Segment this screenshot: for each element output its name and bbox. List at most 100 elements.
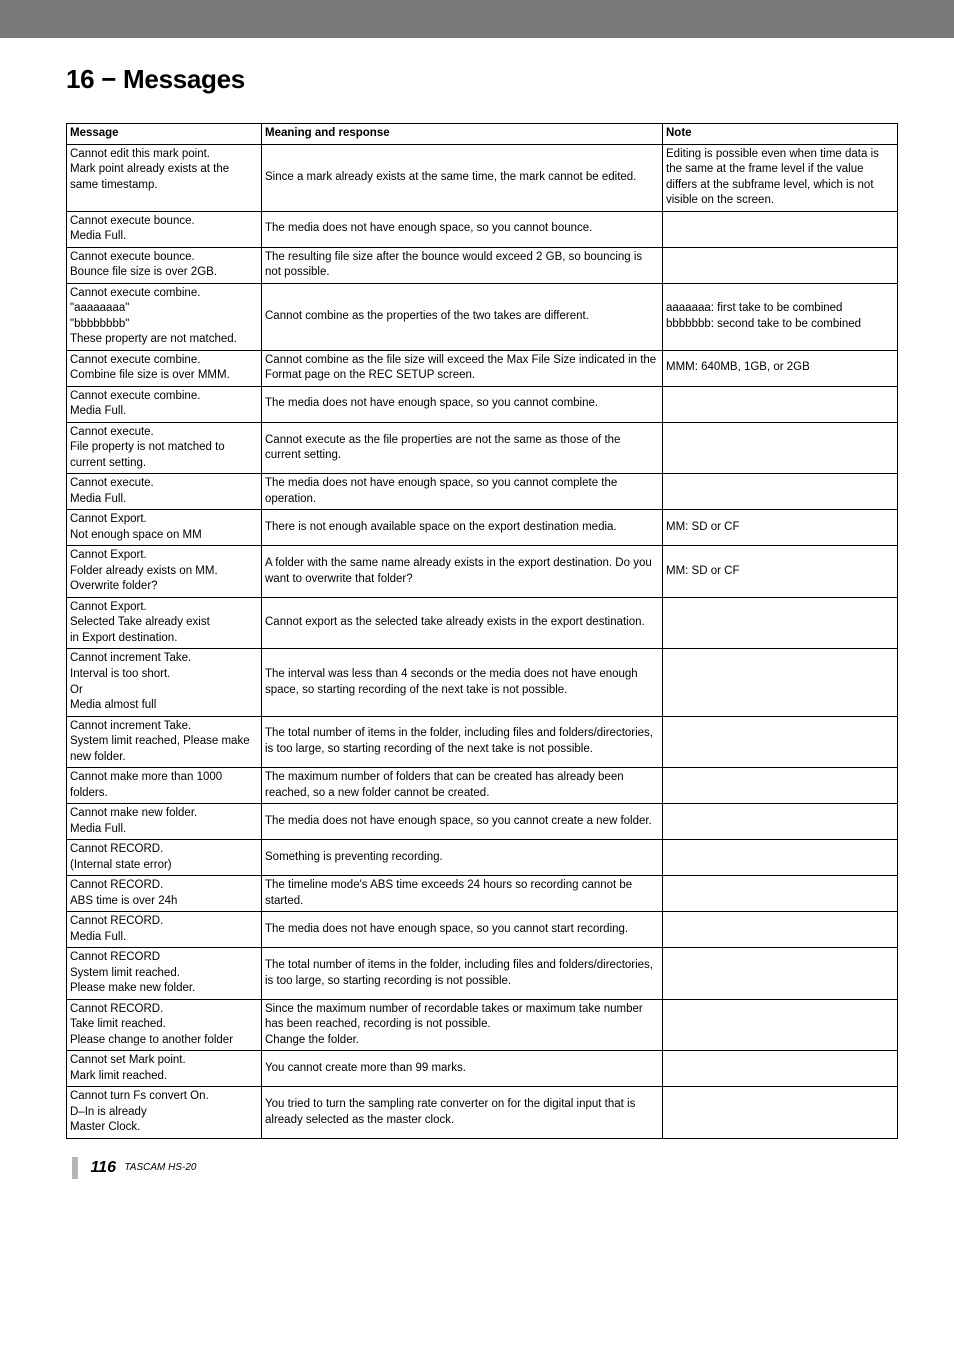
message-line: Media Full. bbox=[70, 404, 258, 420]
message-line: Media Full. bbox=[70, 930, 258, 946]
cell-message: Cannot make new folder.Media Full. bbox=[67, 804, 262, 840]
message-line: System limit reached. bbox=[70, 966, 258, 982]
cell-note bbox=[663, 597, 898, 649]
cell-note: MM: SD or CF bbox=[663, 546, 898, 598]
message-line: Cannot set Mark point. bbox=[70, 1053, 258, 1069]
table-row: Cannot RECORD.Take limit reached.Please … bbox=[67, 999, 898, 1051]
cell-message: Cannot execute combine.Combine file size… bbox=[67, 350, 262, 386]
message-line: Cannot RECORD. bbox=[70, 842, 258, 858]
message-line: Interval is too short. bbox=[70, 667, 258, 683]
message-line: Cannot Export. bbox=[70, 548, 258, 564]
cell-meaning: Since the maximum number of recordable t… bbox=[262, 999, 663, 1051]
table-row: Cannot edit this mark point.Mark point a… bbox=[67, 144, 898, 211]
message-line: Cannot edit this mark point. bbox=[70, 147, 258, 163]
footer-accent-bar bbox=[72, 1157, 78, 1179]
cell-meaning: The media does not have enough space, so… bbox=[262, 386, 663, 422]
cell-meaning: Cannot export as the selected take alrea… bbox=[262, 597, 663, 649]
cell-note: MMM: 640MB, 1GB, or 2GB bbox=[663, 350, 898, 386]
message-line: Master Clock. bbox=[70, 1120, 258, 1136]
message-line: (Internal state error) bbox=[70, 858, 258, 874]
cell-message: Cannot execute combine."aaaaaaaa""bbbbbb… bbox=[67, 283, 262, 350]
message-line: Cannot execute bounce. bbox=[70, 250, 258, 266]
table-row: Cannot RECORDSystem limit reached.Please… bbox=[67, 948, 898, 1000]
table-row: Cannot Export.Not enough space on MMTher… bbox=[67, 510, 898, 546]
cell-message: Cannot execute combine.Media Full. bbox=[67, 386, 262, 422]
cell-message: Cannot execute.Media Full. bbox=[67, 474, 262, 510]
cell-message: Cannot RECORDSystem limit reached.Please… bbox=[67, 948, 262, 1000]
cell-message: Cannot Export.Not enough space on MM bbox=[67, 510, 262, 546]
message-line: Cannot RECORD. bbox=[70, 1002, 258, 1018]
cell-note bbox=[663, 876, 898, 912]
message-line: These property are not matched. bbox=[70, 332, 258, 348]
table-row: Cannot execute.Media Full.The media does… bbox=[67, 474, 898, 510]
table-row: Cannot Export.Folder already exists on M… bbox=[67, 546, 898, 598]
message-line: Cannot make more than 1000 folders. bbox=[70, 770, 258, 801]
message-line: in Export destination. bbox=[70, 631, 258, 647]
cell-note bbox=[663, 716, 898, 768]
table-row: Cannot execute bounce.Bounce file size i… bbox=[67, 247, 898, 283]
cell-message: Cannot increment Take.Interval is too sh… bbox=[67, 649, 262, 716]
cell-message: Cannot execute bounce.Bounce file size i… bbox=[67, 247, 262, 283]
cell-message: Cannot edit this mark point.Mark point a… bbox=[67, 144, 262, 211]
message-line: Media Full. bbox=[70, 822, 258, 838]
cell-note bbox=[663, 1087, 898, 1139]
cell-message: Cannot make more than 1000 folders. bbox=[67, 768, 262, 804]
cell-note bbox=[663, 211, 898, 247]
cell-note bbox=[663, 1051, 898, 1087]
cell-note bbox=[663, 649, 898, 716]
col-header-meaning: Meaning and response bbox=[262, 124, 663, 145]
col-header-message: Message bbox=[67, 124, 262, 145]
message-line: ABS time is over 24h bbox=[70, 894, 258, 910]
message-line: Cannot execute bounce. bbox=[70, 214, 258, 230]
cell-meaning: You tried to turn the sampling rate conv… bbox=[262, 1087, 663, 1139]
page-footer: 116 TASCAM HS-20 bbox=[66, 1157, 898, 1179]
message-line: Not enough space on MM bbox=[70, 528, 258, 544]
message-line: Folder already exists on MM. bbox=[70, 564, 258, 580]
message-line: Bounce file size is over 2GB. bbox=[70, 265, 258, 281]
cell-note bbox=[663, 948, 898, 1000]
message-line: Cannot RECORD bbox=[70, 950, 258, 966]
cell-note bbox=[663, 999, 898, 1051]
cell-message: Cannot execute bounce. Media Full. bbox=[67, 211, 262, 247]
message-line: Mark point already exists at the same ti… bbox=[70, 162, 258, 193]
message-line: D–In is already bbox=[70, 1105, 258, 1121]
message-line: Cannot execute combine. bbox=[70, 286, 258, 302]
message-line: Cannot Export. bbox=[70, 512, 258, 528]
message-line: Cannot increment Take. bbox=[70, 719, 258, 735]
cell-message: Cannot RECORD.ABS time is over 24h bbox=[67, 876, 262, 912]
cell-message: Cannot RECORD.Media Full. bbox=[67, 912, 262, 948]
chapter-heading: 16 − Messages bbox=[66, 64, 898, 95]
cell-meaning: The media does not have enough space, so… bbox=[262, 474, 663, 510]
cell-meaning: The total number of items in the folder,… bbox=[262, 716, 663, 768]
cell-message: Cannot increment Take.System limit reach… bbox=[67, 716, 262, 768]
cell-note: Editing is possible even when time data … bbox=[663, 144, 898, 211]
table-row: Cannot execute.File property is not matc… bbox=[67, 422, 898, 474]
cell-meaning: The timeline mode's ABS time exceeds 24 … bbox=[262, 876, 663, 912]
message-line: Cannot Export. bbox=[70, 600, 258, 616]
cell-message: Cannot Export.Folder already exists on M… bbox=[67, 546, 262, 598]
message-line: "bbbbbbbb" bbox=[70, 317, 258, 333]
cell-meaning: The media does not have enough space, so… bbox=[262, 804, 663, 840]
cell-meaning: The interval was less than 4 seconds or … bbox=[262, 649, 663, 716]
top-gray-bar bbox=[0, 0, 954, 38]
cell-message: Cannot Export.Selected Take already exis… bbox=[67, 597, 262, 649]
cell-meaning: The resulting file size after the bounce… bbox=[262, 247, 663, 283]
table-row: Cannot increment Take.System limit reach… bbox=[67, 716, 898, 768]
message-line: Or bbox=[70, 683, 258, 699]
message-line: "aaaaaaaa" bbox=[70, 301, 258, 317]
table-row: Cannot execute bounce. Media Full.The me… bbox=[67, 211, 898, 247]
cell-note bbox=[663, 247, 898, 283]
table-row: Cannot execute combine.Media Full.The me… bbox=[67, 386, 898, 422]
page-content: 16 − Messages Message Meaning and respon… bbox=[0, 38, 954, 1209]
cell-message: Cannot execute.File property is not matc… bbox=[67, 422, 262, 474]
table-row: Cannot increment Take.Interval is too sh… bbox=[67, 649, 898, 716]
cell-note bbox=[663, 422, 898, 474]
cell-meaning: Cannot combine as the file size will exc… bbox=[262, 350, 663, 386]
cell-note bbox=[663, 386, 898, 422]
table-row: Cannot set Mark point.Mark limit reached… bbox=[67, 1051, 898, 1087]
cell-note bbox=[663, 474, 898, 510]
message-line: Take limit reached. bbox=[70, 1017, 258, 1033]
cell-note bbox=[663, 840, 898, 876]
message-line: Please make new folder. bbox=[70, 981, 258, 997]
cell-meaning: The maximum number of folders that can b… bbox=[262, 768, 663, 804]
